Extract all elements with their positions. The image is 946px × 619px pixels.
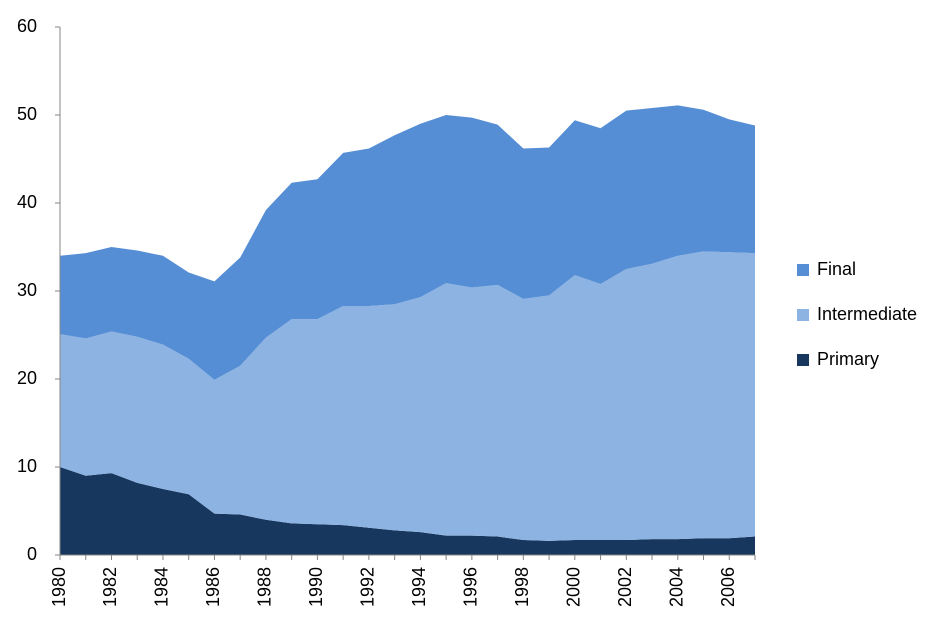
x-tick-label: 1996 [461,567,481,607]
x-tick-label: 1994 [409,567,429,607]
x-tick-label: 1986 [203,567,223,607]
x-tick-label: 1984 [152,567,172,607]
y-tick-label: 40 [17,192,37,212]
area [60,251,755,541]
legend-label: Intermediate [817,304,917,324]
legend-label: Primary [817,349,879,369]
x-tick-label: 2006 [718,567,738,607]
x-tick-label: 1990 [306,567,326,607]
legend-label: Final [817,259,856,279]
y-tick-label: 10 [17,456,37,476]
x-tick-label: 1982 [100,567,120,607]
area [60,467,755,555]
y-tick-label: 50 [17,104,37,124]
y-tick-label: 60 [17,16,37,36]
y-tick-label: 30 [17,280,37,300]
x-tick-label: 1988 [255,567,275,607]
y-tick-label: 0 [27,544,37,564]
x-tick-label: 2000 [564,567,584,607]
x-tick-label: 2002 [615,567,635,607]
legend-swatch [797,354,809,366]
y-tick-label: 20 [17,368,37,388]
legend-swatch [797,309,809,321]
x-tick-label: 1998 [512,567,532,607]
x-tick-label: 2004 [667,567,687,607]
area [60,105,755,380]
legend-swatch [797,264,809,276]
x-tick-label: 1992 [358,567,378,607]
x-tick-label: 1980 [49,567,69,607]
